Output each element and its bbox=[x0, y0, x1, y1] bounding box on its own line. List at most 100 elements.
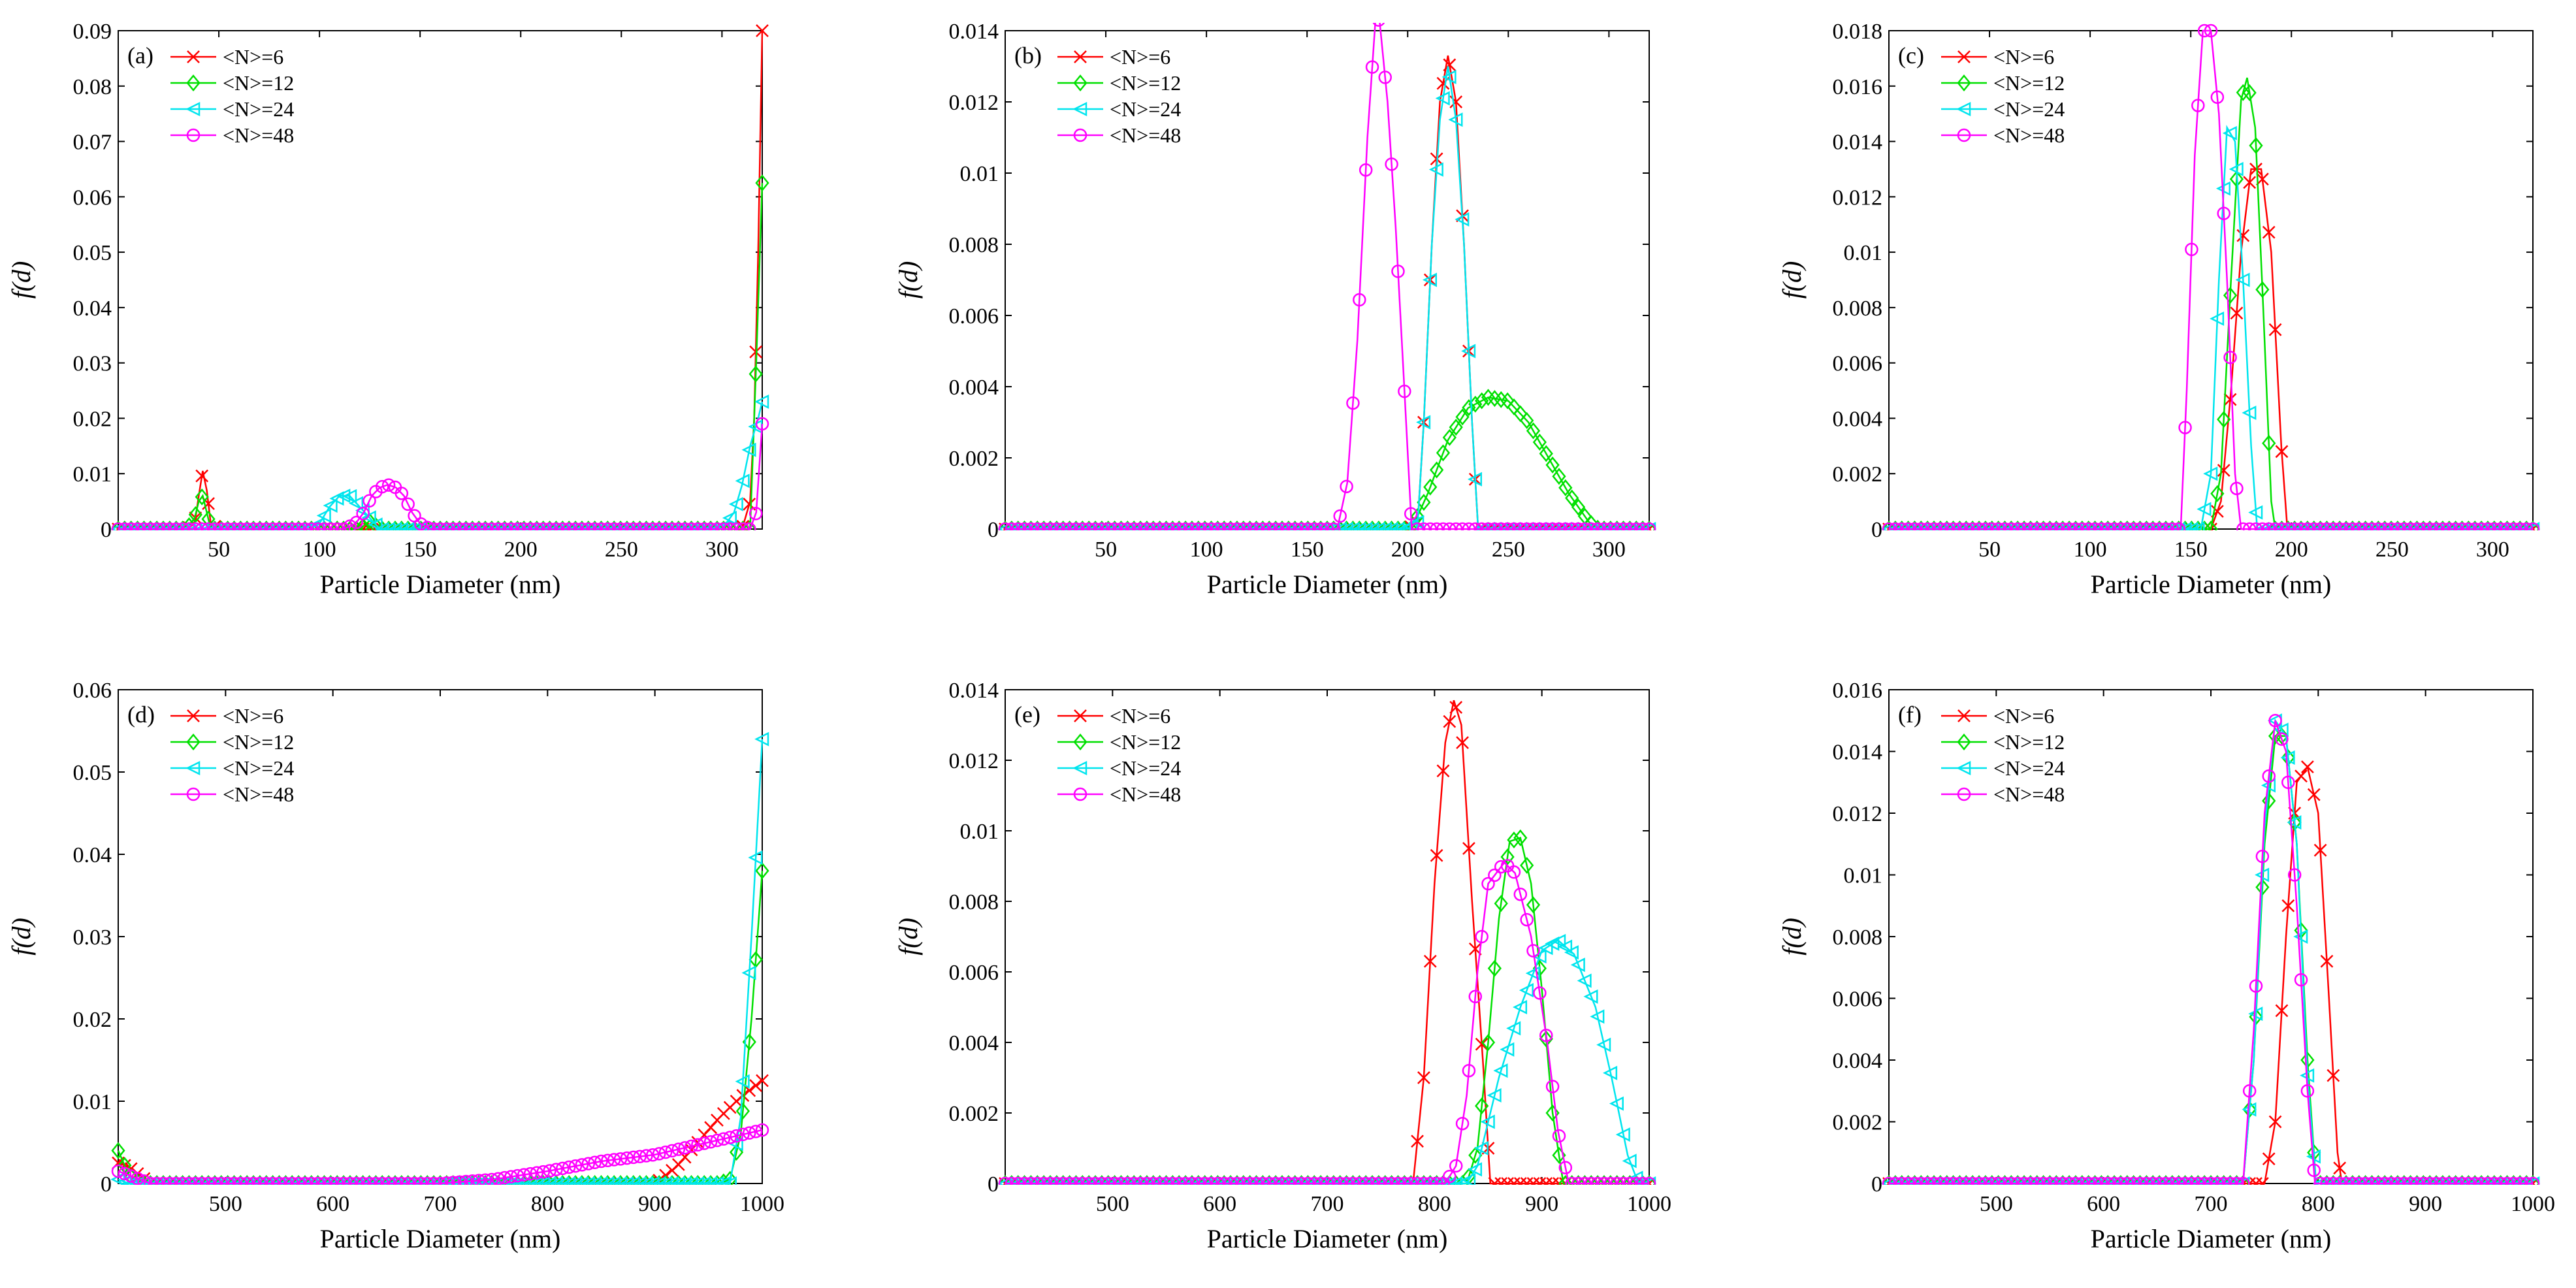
legend-label: <N>=24 bbox=[1993, 97, 2065, 121]
data-point bbox=[246, 522, 261, 530]
data-point bbox=[195, 1176, 209, 1185]
legend-marker bbox=[186, 128, 201, 142]
y-tick-label: 0.04 bbox=[73, 297, 112, 321]
data-point bbox=[1178, 1176, 1193, 1185]
data-point bbox=[755, 417, 769, 431]
axis-ticks: 500 600 700 800 900 1000 0 0.002 0.004 0.006 0.008… bbox=[1833, 679, 2556, 1216]
data-point bbox=[1953, 522, 1967, 530]
data-point bbox=[2429, 1176, 2443, 1185]
data-point bbox=[1404, 507, 1418, 521]
data-point bbox=[1630, 522, 1643, 530]
data-point bbox=[2133, 522, 2147, 530]
data-point bbox=[1217, 1176, 1231, 1185]
x-tick-label: 200 bbox=[504, 538, 538, 562]
data-point bbox=[2468, 1176, 2482, 1185]
data-point bbox=[1076, 522, 1089, 530]
data-point bbox=[1455, 408, 1470, 426]
data-point bbox=[517, 522, 531, 530]
x-tick-label: 1000 bbox=[2511, 1192, 2555, 1216]
data-point bbox=[330, 521, 344, 530]
y-tick-label: 0 bbox=[988, 518, 999, 542]
data-point bbox=[504, 1170, 518, 1183]
y-tick-label: 0.012 bbox=[1833, 185, 1883, 210]
data-point bbox=[2345, 1176, 2360, 1185]
data-point bbox=[1417, 522, 1431, 530]
data-point bbox=[2215, 181, 2230, 196]
data-point bbox=[2229, 170, 2244, 188]
data-point bbox=[349, 496, 364, 511]
data-point bbox=[743, 522, 756, 530]
data-point bbox=[1462, 842, 1475, 855]
data-point bbox=[703, 1135, 718, 1149]
panel-label: (c) bbox=[1898, 42, 1924, 69]
legend-item: <N>=12 bbox=[1057, 730, 1181, 754]
data-point bbox=[1037, 1176, 1051, 1185]
data-point bbox=[408, 1176, 421, 1185]
data-point bbox=[188, 506, 202, 523]
data-point bbox=[1468, 522, 1483, 530]
data-point bbox=[1552, 468, 1566, 485]
data-point bbox=[2275, 1004, 2289, 1018]
data-point bbox=[754, 732, 769, 747]
chart-panel-f: 500 600 700 800 900 1000 0 0.002 0.004 0.006 0.008… bbox=[1777, 679, 2555, 1253]
series-4 bbox=[111, 1123, 769, 1185]
data-point bbox=[703, 522, 718, 530]
data-point bbox=[2436, 522, 2450, 530]
x-tick-label: 50 bbox=[1095, 538, 1117, 562]
data-point bbox=[466, 1174, 479, 1185]
data-point bbox=[1101, 522, 1116, 530]
data-point bbox=[2500, 1176, 2514, 1185]
data-point bbox=[1475, 1097, 1489, 1115]
data-point bbox=[1121, 522, 1135, 530]
data-point bbox=[1590, 1009, 1605, 1024]
data-point bbox=[2229, 161, 2244, 176]
data-point bbox=[1417, 1071, 1430, 1084]
data-point bbox=[298, 522, 312, 530]
data-point bbox=[2030, 522, 2044, 530]
y-tick-label: 0.05 bbox=[73, 761, 112, 785]
data-point bbox=[2519, 522, 2534, 530]
data-point bbox=[214, 1176, 229, 1185]
y-tick-label: 0.002 bbox=[949, 447, 999, 471]
data-point bbox=[998, 522, 1012, 530]
data-point bbox=[1353, 293, 1366, 307]
data-point bbox=[1301, 522, 1315, 530]
legend-label: <N>=48 bbox=[1993, 782, 2065, 806]
data-point bbox=[124, 522, 138, 530]
data-point bbox=[2507, 1176, 2520, 1185]
data-point bbox=[201, 1176, 216, 1185]
data-point bbox=[2197, 24, 2212, 38]
y-axis-label: f(d) bbox=[7, 918, 36, 956]
data-point bbox=[633, 522, 647, 530]
axis-ticks: 50 100 150 200 250 300 0 0.002 0.004 0.006 0.008 0.… bbox=[1833, 20, 2533, 562]
data-point bbox=[227, 1176, 241, 1185]
data-point bbox=[536, 522, 551, 530]
data-point bbox=[343, 519, 357, 530]
data-point bbox=[2055, 522, 2070, 530]
data-point bbox=[498, 522, 511, 530]
legend-marker bbox=[1074, 709, 1087, 722]
legend-item: <N>=48 bbox=[1941, 782, 2065, 806]
data-point bbox=[2487, 522, 2502, 530]
data-point bbox=[2526, 1176, 2540, 1185]
y-tick-label: 0.008 bbox=[1833, 926, 1883, 950]
legend: <N>=6<N>=12<N>=24<N>=48 bbox=[170, 704, 294, 806]
data-point bbox=[1050, 1176, 1064, 1185]
data-point bbox=[1539, 445, 1553, 462]
data-point bbox=[1616, 1175, 1631, 1185]
data-point bbox=[1920, 522, 1935, 530]
data-point bbox=[1635, 1176, 1650, 1185]
data-point bbox=[342, 489, 357, 504]
data-point bbox=[2203, 466, 2218, 481]
data-point bbox=[1390, 521, 1405, 530]
data-point bbox=[2507, 522, 2520, 530]
x-tick-label: 150 bbox=[1291, 538, 1324, 562]
data-point bbox=[1308, 1176, 1321, 1185]
data-point bbox=[2307, 1163, 2321, 1177]
y-tick-label: 0.012 bbox=[949, 749, 999, 773]
data-point bbox=[749, 1079, 763, 1092]
y-axis-label: f(d) bbox=[1777, 918, 1807, 956]
data-point bbox=[511, 1168, 524, 1183]
data-point bbox=[2262, 1152, 2276, 1166]
data-point bbox=[588, 522, 602, 530]
